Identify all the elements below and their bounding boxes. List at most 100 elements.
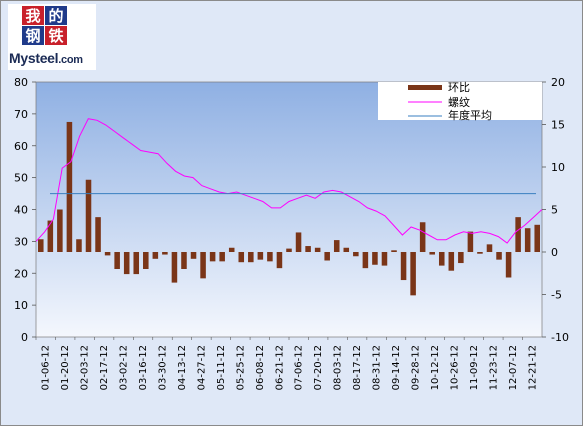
x-axis-tick-label: 02-17-12: [99, 345, 110, 390]
bar: [429, 252, 435, 255]
bar: [38, 239, 44, 252]
left-axis-tick-label: 70: [14, 108, 28, 121]
bar: [104, 252, 111, 256]
bar: [305, 246, 311, 252]
bar: [410, 252, 416, 296]
bar: [295, 232, 302, 252]
bar: [458, 252, 464, 264]
bar: [477, 252, 483, 254]
x-axis-tick-label: 10-26-12: [449, 345, 460, 390]
bar: [486, 244, 493, 252]
bar-series-huanbi: [38, 121, 540, 296]
x-axis: 01-06-12 01-20-12 02-03-12 02-17-12 03-02-12…: [35, 337, 538, 390]
bar: [314, 247, 321, 252]
legend-label-line: 螺纹: [448, 95, 470, 109]
x-axis-tick-label: 03-02-12: [119, 345, 130, 390]
bar: [467, 231, 474, 252]
bar: [209, 252, 216, 262]
bar: [190, 252, 197, 259]
x-axis-tick-label: 10-12-12: [430, 345, 441, 390]
left-axis-tick-label: 30: [14, 235, 28, 248]
left-axis-tick-label: 80: [14, 76, 28, 89]
bar: [286, 248, 292, 252]
bar: [324, 252, 330, 261]
legend-label-bar: 环比: [448, 81, 470, 94]
right-axis-tick-label: 0: [551, 246, 558, 259]
x-axis-tick-label: 02-03-12: [80, 345, 91, 390]
bar: [95, 217, 101, 252]
x-axis-tick-label: 01-06-12: [41, 345, 52, 390]
bar: [228, 247, 235, 252]
plot-area: [35, 81, 543, 338]
bar: [372, 252, 378, 265]
x-axis-tick-label: 03-30-12: [158, 345, 169, 390]
x-axis-tick-label: 08-31-12: [372, 345, 383, 390]
x-axis-tick-label: 05-25-12: [235, 345, 246, 390]
line-series-luowen: [35, 118, 543, 244]
bar: [200, 252, 206, 279]
x-axis-tick-label: 07-06-12: [294, 345, 305, 390]
x-axis-tick-label: 09-28-12: [411, 345, 422, 390]
x-axis-tick-label: 03-16-12: [138, 345, 149, 390]
left-axis-tick-label: 60: [14, 140, 28, 153]
bar: [181, 252, 187, 269]
logo-char-3: 钢: [25, 27, 40, 45]
left-axis-tick-label: 50: [14, 172, 28, 185]
bar: [76, 239, 82, 252]
bar: [66, 121, 73, 252]
legend-swatch-bar: [408, 85, 442, 90]
right-axis-tick-label: 20: [551, 76, 565, 89]
legend-box: [378, 82, 542, 120]
bar: [381, 252, 388, 266]
bar: [391, 250, 397, 252]
bar: [171, 252, 178, 283]
right-axis: -10 -5 0 5 10 15 20: [542, 76, 569, 344]
x-axis-tick-label: 11-09-12: [469, 345, 480, 390]
logo-char-4: 铁: [48, 27, 63, 45]
left-axis-tick-label: 40: [14, 204, 28, 217]
right-axis-tick-label: 10: [551, 161, 565, 174]
logo-mark-icon: 我 的 钢 铁: [22, 6, 67, 45]
bar: [448, 252, 455, 271]
left-axis-tick-label: 20: [14, 267, 28, 280]
left-axis-tick-label: 0: [21, 331, 28, 344]
bar: [57, 209, 63, 252]
bar: [267, 252, 273, 262]
bar: [496, 252, 502, 260]
logo-char-1: 我: [25, 7, 40, 25]
bar: [133, 252, 140, 275]
bar: [505, 252, 512, 278]
x-axis-tick-label: 12-21-12: [527, 345, 538, 390]
x-axis-tick-label: 04-27-12: [196, 345, 207, 390]
bar: [333, 240, 340, 252]
x-axis-tick-label: 08-17-12: [352, 345, 363, 390]
right-axis-tick-label: 5: [551, 204, 558, 217]
bar: [143, 252, 149, 269]
bar: [419, 222, 426, 252]
x-axis-tick-label: 11-23-12: [488, 345, 499, 390]
left-axis-tick-label: 10: [14, 299, 28, 312]
x-axis-tick-label: 06-08-12: [255, 345, 266, 390]
x-axis-tick-label: 06-21-12: [274, 345, 285, 390]
left-axis: 0 10 20 30 40 50 60 70 80: [14, 76, 36, 344]
bar: [238, 252, 245, 263]
bar: [343, 247, 350, 252]
bar: [515, 217, 521, 252]
bar: [400, 252, 407, 281]
logo-char-2: 的: [48, 7, 63, 25]
bar: [276, 252, 283, 269]
x-axis-tick-label: 12-07-12: [508, 345, 519, 390]
logo-text-suffix: .com: [58, 54, 83, 66]
x-axis-tick-label: 07-20-12: [313, 345, 324, 390]
right-axis-tick-label: -10: [551, 331, 569, 344]
bar: [362, 252, 369, 269]
bar: [47, 220, 54, 252]
bar: [248, 252, 254, 263]
right-axis-tick-label: -5: [551, 289, 562, 302]
x-axis-tick-label: 08-03-12: [333, 345, 344, 390]
line-series-group: [35, 118, 543, 244]
bar: [85, 179, 92, 252]
x-axis-tick-label: 05-11-12: [216, 345, 227, 390]
legend-label-avg: 年度平均: [448, 108, 492, 122]
